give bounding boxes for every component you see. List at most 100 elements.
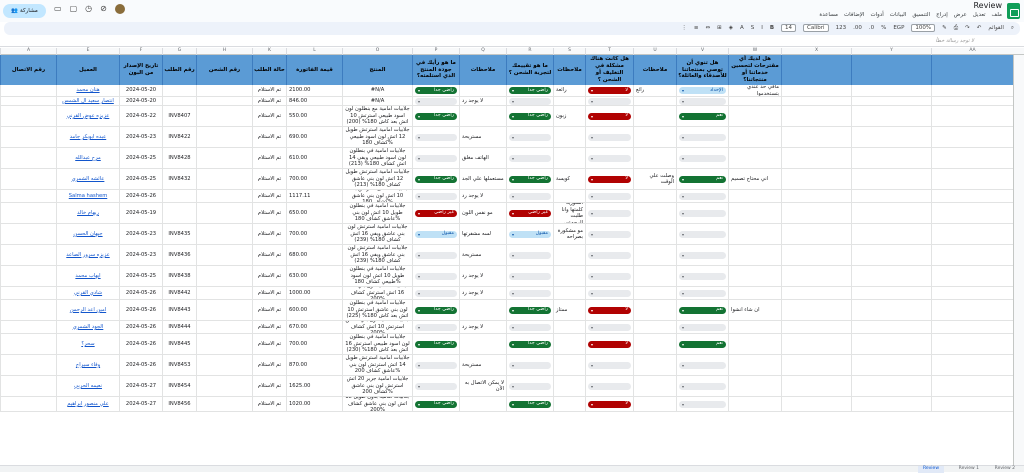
cell-g[interactable]: INV8436: [162, 245, 196, 265]
cell-q[interactable]: [459, 300, 506, 320]
tab-review-2[interactable]: Review 2: [994, 466, 1015, 471]
cell-v[interactable]: نعم ▾: [676, 300, 728, 320]
cell-s[interactable]: [553, 190, 585, 202]
cell-y[interactable]: [851, 148, 931, 168]
cell-t[interactable]: ▾: [585, 355, 633, 375]
cell-v[interactable]: ▾: [676, 266, 728, 286]
cell-x[interactable]: [781, 300, 851, 320]
cell-h[interactable]: [196, 224, 252, 244]
cell-y[interactable]: [851, 127, 931, 147]
status-chip[interactable]: ▾: [679, 272, 726, 280]
cell-x[interactable]: [781, 245, 851, 265]
cell-v[interactable]: ▾: [676, 127, 728, 147]
status-chip[interactable]: راضي جدا ▾: [415, 340, 457, 348]
header-k[interactable]: حالة الطلب: [252, 55, 286, 85]
cell-s[interactable]: [553, 127, 585, 147]
cell-s[interactable]: [553, 355, 585, 375]
cell-v[interactable]: ▾: [676, 148, 728, 168]
cell-g[interactable]: INV8456: [162, 397, 196, 411]
cell-u[interactable]: [633, 266, 676, 286]
status-chip[interactable]: ▾: [415, 251, 457, 259]
cell-g[interactable]: INV8442: [162, 287, 196, 299]
status-chip[interactable]: لا ▾: [588, 87, 631, 94]
cell-w[interactable]: [728, 97, 781, 105]
cell-x[interactable]: [781, 376, 851, 396]
status-chip[interactable]: ▾: [415, 97, 457, 105]
cell-u[interactable]: [633, 376, 676, 396]
header-aa[interactable]: [931, 55, 1013, 85]
cell-a[interactable]: [0, 355, 56, 375]
cell-y[interactable]: [851, 106, 931, 126]
cell-s[interactable]: [553, 334, 585, 354]
cell-k[interactable]: تم الاستلام: [252, 334, 286, 354]
cell-x[interactable]: [781, 85, 851, 96]
cell-aa[interactable]: [931, 397, 1013, 411]
cell-r[interactable]: ▾: [506, 190, 553, 202]
status-chip[interactable]: ▾: [415, 272, 457, 280]
cell-l[interactable]: 670.00: [286, 321, 342, 333]
increase-decimal-button[interactable]: .00: [853, 25, 862, 31]
cell-o[interactable]: جلابيات كشاف سترتش بحت 10 اتش لون بني عا…: [342, 190, 412, 202]
cell-aa[interactable]: [931, 85, 1013, 96]
cell-x[interactable]: [781, 169, 851, 189]
borders-icon[interactable]: ⊞: [717, 25, 722, 31]
status-chip[interactable]: ▾: [679, 251, 726, 259]
header-s[interactable]: ملاحظات: [553, 55, 585, 85]
cell-f[interactable]: 2024-05-26: [119, 334, 162, 354]
currency-button[interactable]: EGP: [893, 25, 905, 31]
header-h[interactable]: رقم الشحن: [196, 55, 252, 85]
status-chip[interactable]: ▾: [588, 382, 631, 390]
font-select[interactable]: Calibri: [803, 24, 829, 32]
font-size-input[interactable]: 14: [781, 24, 797, 32]
cell-r[interactable]: غير راضي ▾: [506, 203, 553, 223]
cell-k[interactable]: تم الاستلام: [252, 203, 286, 223]
cell-t[interactable]: ▾: [585, 148, 633, 168]
cell-r[interactable]: ▾: [506, 127, 553, 147]
doc-title[interactable]: Review: [973, 1, 1002, 10]
cell-f[interactable]: 2024-05-20: [119, 97, 162, 105]
cell-r[interactable]: ▾: [506, 97, 553, 105]
cell-h[interactable]: [196, 355, 252, 375]
status-chip[interactable]: راضي جدا ▾: [509, 175, 551, 183]
cell-p[interactable]: ▾: [412, 245, 459, 265]
status-chip[interactable]: راضي جدا ▾: [509, 306, 551, 314]
cell-aa[interactable]: [931, 266, 1013, 286]
cell-p[interactable]: راضي جدا ▾: [412, 334, 459, 354]
cell-s[interactable]: ممتاز: [553, 300, 585, 320]
cell-v[interactable]: ▾: [676, 245, 728, 265]
cell-u[interactable]: [633, 287, 676, 299]
cell-l[interactable]: 1000.00: [286, 287, 342, 299]
status-chip[interactable]: ▾: [588, 272, 631, 280]
cell-l[interactable]: 700.00: [286, 169, 342, 189]
cell-s[interactable]: [553, 321, 585, 333]
status-chip[interactable]: ▾: [509, 133, 551, 141]
status-chip[interactable]: مقبول ▾: [509, 230, 551, 238]
cell-l[interactable]: 600.00: [286, 300, 342, 320]
cell-t[interactable]: لا ▾: [585, 397, 633, 411]
cell-u[interactable]: [633, 127, 676, 147]
cell-t[interactable]: لا ▾: [585, 334, 633, 354]
column-letter-f[interactable]: F: [119, 48, 162, 55]
cell-a[interactable]: [0, 300, 56, 320]
cell-y[interactable]: [851, 334, 931, 354]
header-x[interactable]: [781, 55, 851, 85]
cell-u[interactable]: [633, 355, 676, 375]
cell-s[interactable]: كويسة: [553, 169, 585, 189]
cell-g[interactable]: INV8432: [162, 169, 196, 189]
cell-k[interactable]: تم الاستلام: [252, 300, 286, 320]
cell-w[interactable]: [728, 203, 781, 223]
cell-e[interactable]: عبده ابوبكر جامد: [56, 127, 119, 147]
cell-f[interactable]: 2024-05-22: [119, 106, 162, 126]
cell-s[interactable]: [553, 397, 585, 411]
cell-k[interactable]: تم الاستلام: [252, 169, 286, 189]
cell-e[interactable]: Salma hashem: [56, 190, 119, 202]
cell-u[interactable]: [633, 397, 676, 411]
header-u[interactable]: ملاحظات: [633, 55, 676, 85]
cell-k[interactable]: تم الاستلام: [252, 376, 286, 396]
header-w[interactable]: هل لديك أي مقترحات لتحسين خدماتنا أو منت…: [728, 55, 781, 85]
cell-k[interactable]: تم الاستلام: [252, 148, 286, 168]
cell-r[interactable]: راضي جدا ▾: [506, 106, 553, 126]
cell-k[interactable]: تم الاستلام: [252, 85, 286, 96]
cell-a[interactable]: [0, 85, 56, 96]
cell-k[interactable]: تم الاستلام: [252, 106, 286, 126]
